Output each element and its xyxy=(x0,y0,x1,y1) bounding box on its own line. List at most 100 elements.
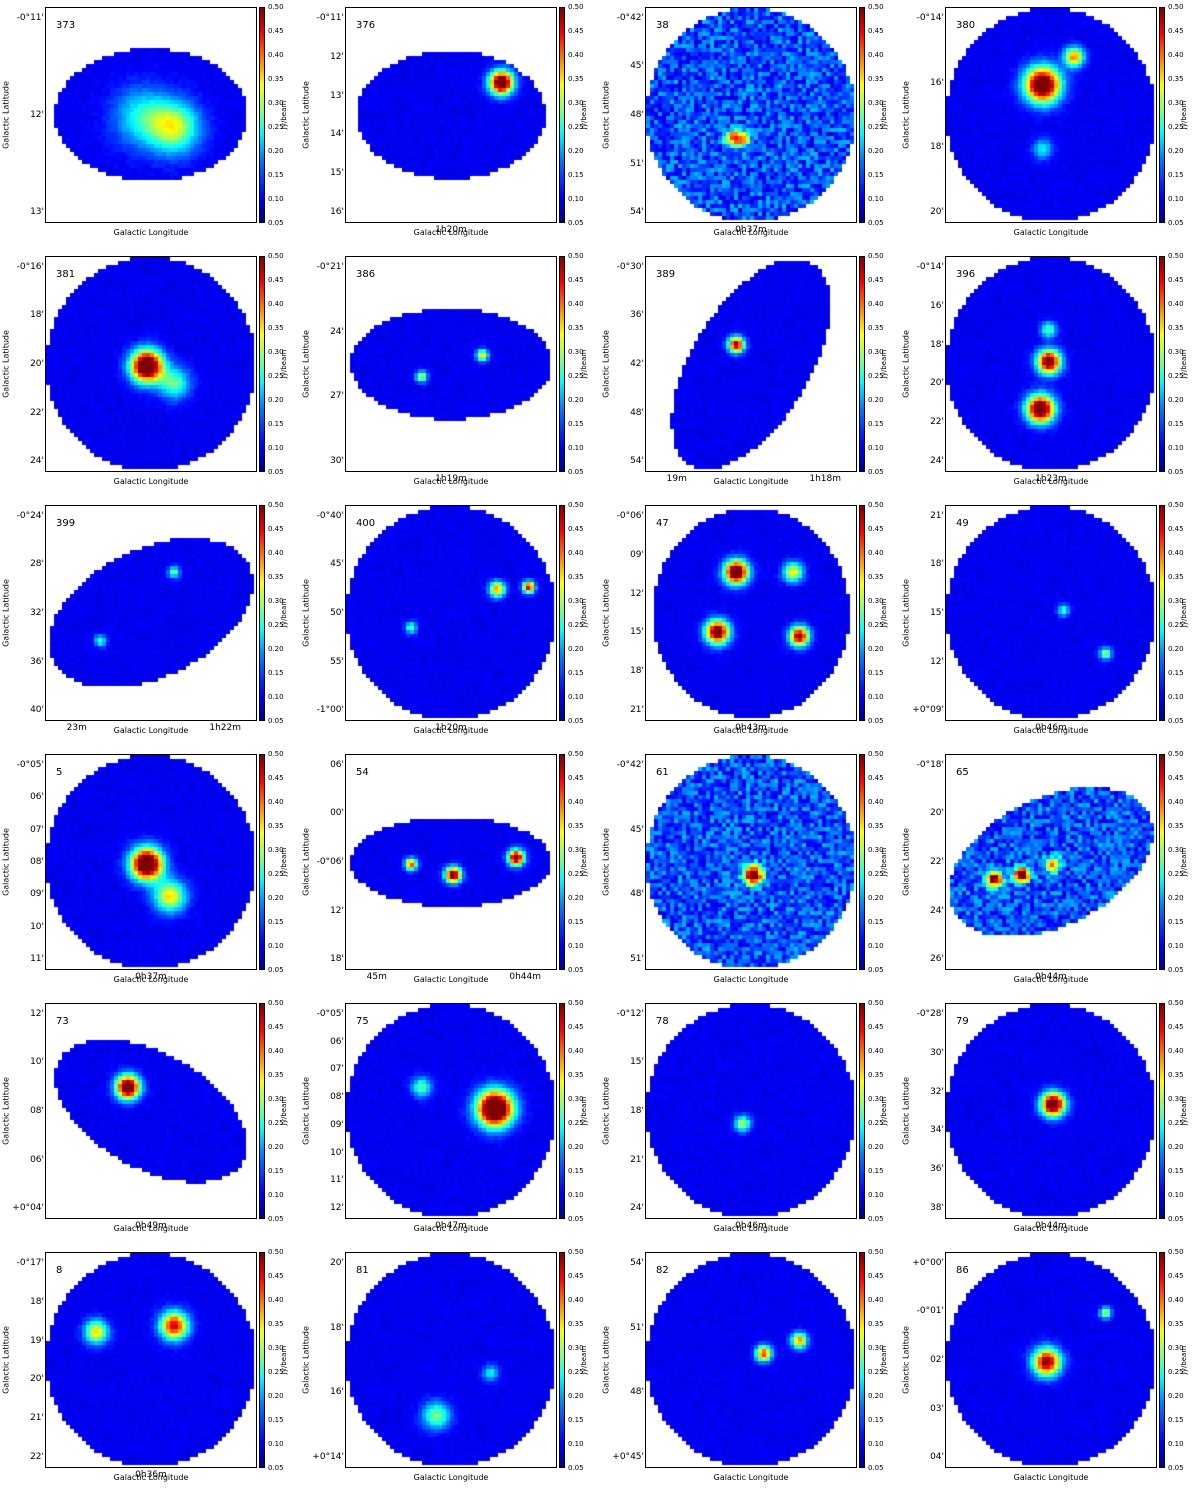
intensity-map xyxy=(646,1004,856,1218)
y-tick-label: 02' xyxy=(930,1355,944,1365)
colorbar-tick-label: 0.10 xyxy=(868,195,884,203)
colorbar-tick-label: 0.10 xyxy=(268,942,284,950)
colorbar-tick-label: 0.35 xyxy=(1168,1320,1184,1328)
y-tick-label: 12' xyxy=(330,1203,344,1214)
colorbar-label-text: Jy/beam xyxy=(1180,1345,1188,1375)
map-frame: 5 xyxy=(45,754,257,970)
colorbar-tick-label: 0.20 xyxy=(1168,894,1184,902)
colorbar-tick-label: 0.40 xyxy=(268,1047,284,1055)
colorbar-tick-label: 0.45 xyxy=(868,276,884,284)
y-tick-label: 22' xyxy=(930,417,944,428)
colorbar-tick-label: 0.35 xyxy=(568,75,584,83)
colorbar-tick-label: 0.10 xyxy=(268,693,284,701)
colorbar-tick-label: 0.05 xyxy=(1168,468,1184,476)
colorbar-tick-label: 0.25 xyxy=(568,1368,584,1376)
colorbar-label-text: Jy/beam xyxy=(580,847,588,877)
panel-id-label: 38 xyxy=(656,20,669,31)
colorbar-tick-label: 0.25 xyxy=(1168,870,1184,878)
colorbar-label-text: Jy/beam xyxy=(880,847,888,877)
colorbar-tick-label: 0.25 xyxy=(868,621,884,629)
colorbar-tick-label: 0.30 xyxy=(268,1095,284,1103)
colorbar-tick-label: 0.15 xyxy=(1168,420,1184,428)
panel-id-label: 65 xyxy=(956,767,969,778)
y-tick-label: 06' xyxy=(330,1036,344,1047)
y-tick-label: 08' xyxy=(330,1092,344,1103)
colorbar-tick-label: 0.40 xyxy=(268,549,284,557)
intensity-map xyxy=(346,8,556,222)
colorbar-tick-label: 0.05 xyxy=(868,717,884,725)
colorbar-tick-label: 0.45 xyxy=(1168,1272,1184,1280)
colorbar-tick-label: 0.30 xyxy=(568,348,584,356)
colorbar-tick-label: 0.05 xyxy=(1168,1215,1184,1223)
y-tick-label: 15' xyxy=(930,608,944,618)
colorbar-tick-label: 0.35 xyxy=(868,1320,884,1328)
map-panel-373: 373 -0°11' 12' 13' Galactic Longitude Galacti… xyxy=(0,0,300,249)
colorbar-tick-label: 0.25 xyxy=(268,1368,284,1376)
colorbar-tick-label: 0.30 xyxy=(268,99,284,107)
colorbar xyxy=(859,754,865,970)
colorbar-tick-label: 0.50 xyxy=(1168,3,1184,11)
colorbar-tick-label: 0.15 xyxy=(568,1167,584,1175)
colorbar-tick-label: 0.30 xyxy=(568,597,584,605)
y-tick-label: 15' xyxy=(630,1057,644,1068)
colorbar-tick-label: 0.45 xyxy=(1168,276,1184,284)
colorbar-tick-label: 0.20 xyxy=(1168,1392,1184,1400)
colorbar-tick-label: 0.45 xyxy=(868,1023,884,1031)
y-tick-label: 18' xyxy=(930,559,944,570)
x-tick-label: 0h44m xyxy=(509,972,542,982)
colorbar-tick-label: 0.05 xyxy=(268,219,284,227)
y-tick-label: +0°45' xyxy=(612,1452,644,1463)
colorbar-tick-label: 0.45 xyxy=(568,1272,584,1280)
colorbar-tick-label: 0.45 xyxy=(1168,27,1184,35)
intensity-map xyxy=(46,1004,256,1218)
x-tick-label: 1h19m xyxy=(435,474,467,484)
y-tick-label: 34' xyxy=(930,1125,944,1136)
map-panel-5: 5 -0°05' 06' 07' 08' 09' 10' 11' 0h37m Galactic L… xyxy=(0,747,300,996)
y-tick-label: -0°30' xyxy=(616,261,644,272)
colorbar-tick-label: 0.15 xyxy=(1168,171,1184,179)
colorbar-tick-label: 0.50 xyxy=(268,3,284,11)
colorbar-tick-label: 0.15 xyxy=(568,669,584,677)
colorbar-tick-label: 0.10 xyxy=(568,942,584,950)
colorbar-tick-label: 0.45 xyxy=(868,774,884,782)
colorbar-tick-label: 0.25 xyxy=(868,1119,884,1127)
colorbar-tick-label: 0.50 xyxy=(268,252,284,260)
y-tick-label: 20' xyxy=(930,378,944,389)
colorbar-tick-label: 0.45 xyxy=(568,276,584,284)
y-tick-label: 19' xyxy=(30,1335,44,1346)
y-axis-label-text: Galactic Latitude xyxy=(1,1326,11,1394)
x-axis-label: Galactic Longitude xyxy=(113,726,189,735)
colorbar-label-text: Jy/beam xyxy=(880,1096,888,1126)
map-panel-38: 38 -0°42' 45' 48' 51' 54' 0h37m Galactic Longit… xyxy=(600,0,900,249)
y-tick-label: 54' xyxy=(630,207,644,218)
map-panel-82: 82 54' 51' 48' +0°45' Galactic Longitude Galac… xyxy=(600,1245,900,1494)
colorbar-tick-label: 0.50 xyxy=(1168,501,1184,509)
map-frame: 38 xyxy=(645,7,857,223)
y-tick-label: 21' xyxy=(630,705,644,716)
intensity-map xyxy=(946,8,1156,222)
x-tick-label: 45m xyxy=(366,972,387,982)
y-tick-label: -0°42' xyxy=(616,12,644,23)
map-panel-376: 376 -0°11' 12' 13' 14' 15' 16' 1h20m Galactic Lo… xyxy=(300,0,600,249)
map-frame: 82 xyxy=(645,1252,857,1468)
y-tick-label: 06' xyxy=(30,792,44,803)
colorbar-tick-label: 0.05 xyxy=(568,1215,584,1223)
y-tick-label: -0°14' xyxy=(916,261,944,272)
y-axis-label-text: Galactic Latitude xyxy=(1,1077,11,1145)
y-tick-label: 54' xyxy=(630,456,644,467)
y-tick-label: 12' xyxy=(330,905,344,916)
map-panel-75: 75 -0°05' 06' 07' 08' 09' 10' 11' 12' 0h47m Galact… xyxy=(300,996,600,1245)
y-tick-label: 20' xyxy=(930,207,944,218)
map-panel-65: 65 -0°18' 20' 22' 24' 26' 0h44m Galactic Longit… xyxy=(900,747,1200,996)
colorbar-tick-label: 0.40 xyxy=(268,300,284,308)
colorbar-tick-label: 0.05 xyxy=(568,1464,584,1472)
colorbar-tick-label: 0.25 xyxy=(568,1119,584,1127)
colorbar-tick-label: 0.15 xyxy=(1168,669,1184,677)
colorbar xyxy=(259,1252,265,1468)
y-tick-label: 48' xyxy=(630,110,644,120)
colorbar-tick-label: 0.10 xyxy=(268,1440,284,1448)
map-frame: 389 xyxy=(645,256,857,472)
colorbar-tick-label: 0.45 xyxy=(868,27,884,35)
y-axis-label-text: Galactic Latitude xyxy=(1,81,11,149)
y-tick-label: 32' xyxy=(930,1086,944,1097)
